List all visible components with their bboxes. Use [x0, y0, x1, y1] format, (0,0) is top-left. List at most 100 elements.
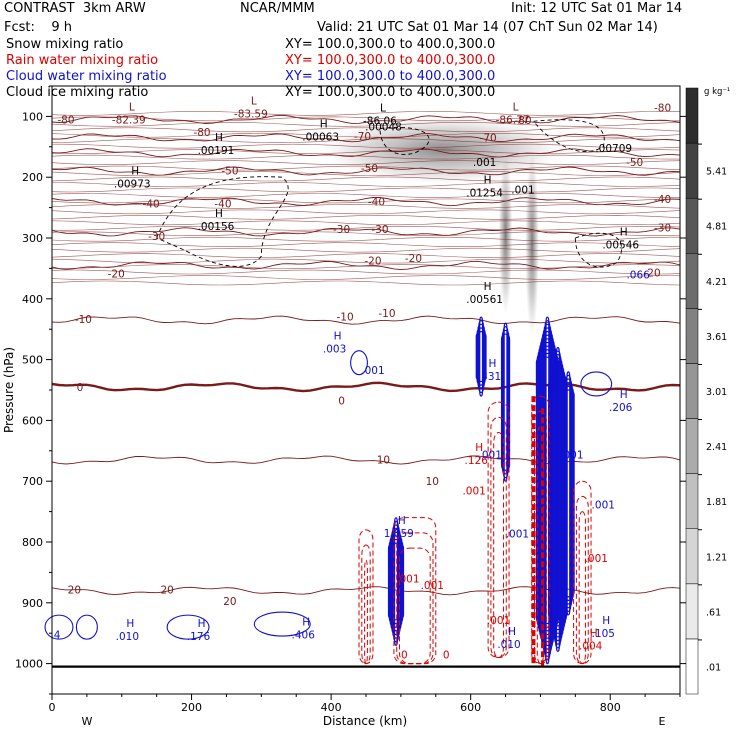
cloud-water-contour	[389, 535, 403, 628]
rain-water-contour	[393, 517, 437, 665]
extremum-marker: H	[334, 331, 342, 343]
model-name: CONTRAST 3km ARW	[4, 1, 146, 16]
temperature-label: -30	[148, 231, 165, 243]
cloud-water-contour	[503, 322, 508, 482]
extremum-marker: L	[251, 95, 257, 107]
colorbar-segment	[685, 253, 699, 309]
potential-temperature-line	[51, 220, 681, 226]
cloud-ice-contour	[532, 119, 605, 152]
extremum-marker: H	[215, 208, 223, 220]
extremum-marker: H	[302, 616, 310, 628]
colorbar-label: .01	[706, 662, 721, 673]
extremum-value: .001	[560, 449, 583, 461]
temperature-label: 20	[68, 584, 81, 596]
temperature-label: 20	[160, 584, 173, 596]
temperature-label: -20	[364, 255, 381, 267]
potential-temperature-line	[51, 280, 681, 286]
cloud-water-contour	[253, 611, 311, 637]
temperature-label: 20	[223, 596, 236, 608]
cloud-water-contour	[502, 326, 509, 479]
extremum-value: .001	[585, 553, 608, 565]
cloud-ice-contour	[156, 176, 289, 267]
temperature-label: -30	[371, 224, 388, 236]
extremum-value: .001	[473, 157, 496, 169]
x-tick-label: 200	[181, 701, 202, 714]
temperature-label: -40	[214, 198, 231, 210]
temperature-label: -20	[405, 253, 422, 265]
cloud-water-contour	[555, 350, 561, 649]
colorbar-label: 1.21	[706, 552, 727, 563]
cloud-water-contour	[388, 538, 404, 625]
potential-temperature-line	[51, 193, 681, 198]
extremum-value: .001	[396, 573, 419, 585]
extremum-value: 0	[443, 649, 450, 661]
colorbar-segment	[685, 363, 699, 419]
extremum-marker: L	[513, 101, 519, 113]
cloud-water-contour	[394, 517, 398, 646]
rain-water-contour	[578, 511, 586, 665]
colorbar-segment	[685, 308, 699, 364]
snow-shading	[498, 155, 513, 314]
extremum-value: .406	[292, 629, 316, 641]
extremum-marker: H	[475, 442, 483, 454]
potential-temperature-line	[51, 132, 681, 138]
extremum-value: .001	[361, 365, 384, 377]
colorbar-unit: g kg⁻¹	[704, 87, 730, 97]
potential-temperature-line	[51, 127, 681, 133]
potential-temperature-line	[51, 160, 681, 165]
temperature-label: -50	[361, 163, 378, 175]
colorbar-label: 3.01	[706, 387, 727, 398]
extremum-value: .331	[478, 371, 501, 383]
y-tick-label: 200	[22, 171, 43, 184]
rain-water-contour	[536, 425, 545, 665]
rain-water-contour	[534, 410, 547, 665]
potential-temperature-line	[51, 154, 680, 160]
extremum-value: .00709	[595, 143, 632, 155]
rain-water-contour	[361, 544, 371, 665]
extremum-value: 0	[401, 649, 408, 661]
potential-temperature-line	[51, 171, 681, 176]
potential-temperature-line	[51, 258, 681, 264]
extremum-marker: H	[126, 618, 134, 630]
extremum-value: .00156	[198, 221, 235, 233]
extremum-marker: H	[131, 165, 139, 177]
extremum-value: .010	[116, 631, 139, 643]
cloud-water-contour	[536, 352, 559, 628]
extremum-marker: H	[590, 627, 598, 639]
cloud-water-contour	[565, 374, 572, 612]
potential-temperature-line	[51, 204, 681, 209]
extremum-marker: H	[508, 626, 516, 638]
y-tick-label: 700	[22, 475, 43, 488]
extremum-value: .066	[626, 269, 650, 281]
field-name: Snow mixing ratio	[6, 37, 124, 52]
rain-water-contour	[358, 529, 374, 665]
colorbar-label: 1.81	[706, 497, 727, 508]
rain-water-contour	[396, 532, 434, 665]
east-label: E	[659, 715, 666, 728]
temperature-label: -80	[654, 102, 671, 114]
isotherm-10	[51, 455, 681, 465]
isotherm--40	[51, 197, 681, 207]
temperature-label: -40	[654, 194, 671, 206]
temperature-label: -30	[333, 224, 350, 236]
rain-water-contour	[493, 432, 504, 659]
rain-water-contour	[490, 416, 507, 659]
temperature-label: 0	[338, 395, 345, 407]
extremum-value: .001	[421, 580, 444, 592]
extremum-marker: H	[620, 389, 628, 401]
field-name: Rain water mixing ratio	[6, 53, 159, 68]
isotherm-20	[51, 586, 681, 596]
extremum-value: .010	[497, 639, 520, 651]
colorbar-segment	[685, 473, 699, 529]
temperature-label: -80	[57, 114, 74, 126]
temperature-label: -10	[378, 308, 395, 320]
potential-temperature-line	[51, 275, 681, 280]
potential-temperature-line	[51, 253, 681, 258]
potential-temperature-line	[51, 214, 681, 220]
cloud-water-contour	[501, 329, 510, 475]
potential-temperature-line	[51, 242, 681, 248]
cloud-ice-contour	[379, 127, 430, 155]
colorbar-segment	[685, 87, 699, 144]
colorbar-segment	[685, 583, 699, 640]
forecast-hour: Fcst: 9 h	[4, 20, 73, 35]
